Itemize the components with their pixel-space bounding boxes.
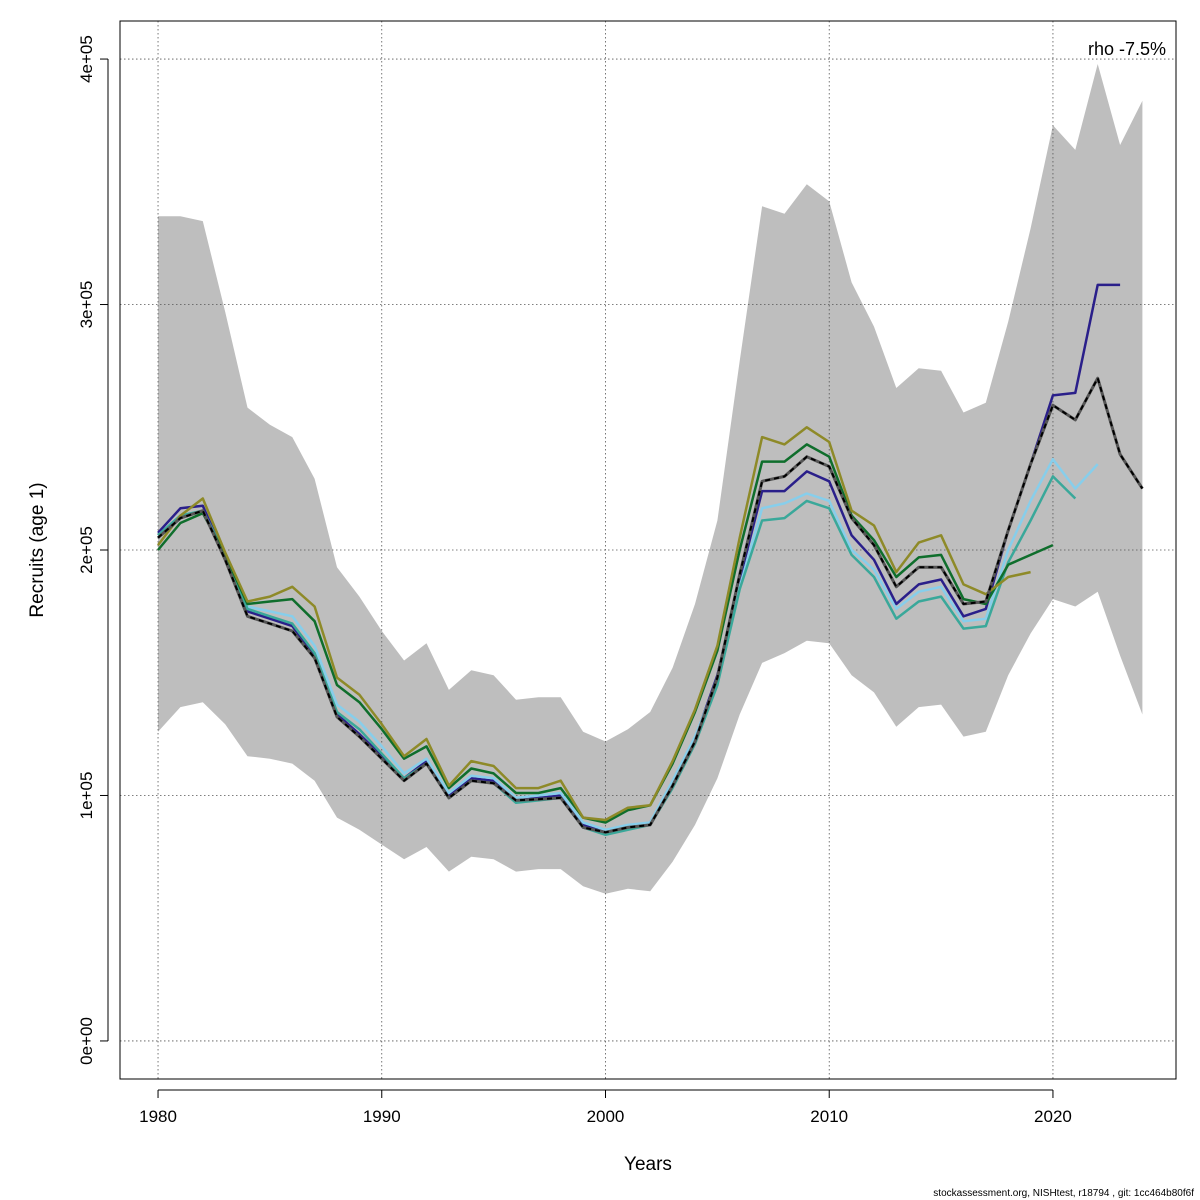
rho-annotation: rho -7.5%: [1088, 39, 1166, 59]
confidence-band: [158, 64, 1143, 894]
series-line-4: [157, 443, 1054, 824]
series-line-3: [157, 475, 1077, 837]
y-axis-title: Recruits (age 1): [27, 482, 48, 617]
series-line-5: [157, 426, 1031, 822]
x-axis-title: Years: [624, 1154, 672, 1175]
x-tick-label: 1980: [139, 1107, 177, 1126]
plot-frame: [119, 20, 1177, 1080]
axis-layer: 1980 1990 2000 2010 2020 0e+00 1e+05 2e+05 3e+05…: [77, 35, 1072, 1126]
footer-text: stockassessment.org, NISHtest, r18794 , …: [933, 1188, 1194, 1199]
series-line-2: [157, 457, 1099, 832]
x-tick-label: 2010: [810, 1107, 848, 1126]
x-tick-label: 2000: [587, 1107, 625, 1126]
x-tick-label: 2020: [1034, 1107, 1072, 1126]
y-tick-label: 1e+05: [77, 772, 96, 820]
y-tick-label: 3e+05: [77, 281, 96, 329]
confidence-band-layer: [158, 64, 1143, 894]
series-line-0: [157, 377, 1144, 834]
y-tick-label: 4e+05: [77, 35, 96, 83]
grid-layer: [120, 21, 1176, 1079]
y-tick-label: 2e+05: [77, 526, 96, 574]
x-tick-label: 1990: [363, 1107, 401, 1126]
y-tick-label: 0e+00: [77, 1017, 96, 1065]
series-layer: [157, 283, 1144, 837]
